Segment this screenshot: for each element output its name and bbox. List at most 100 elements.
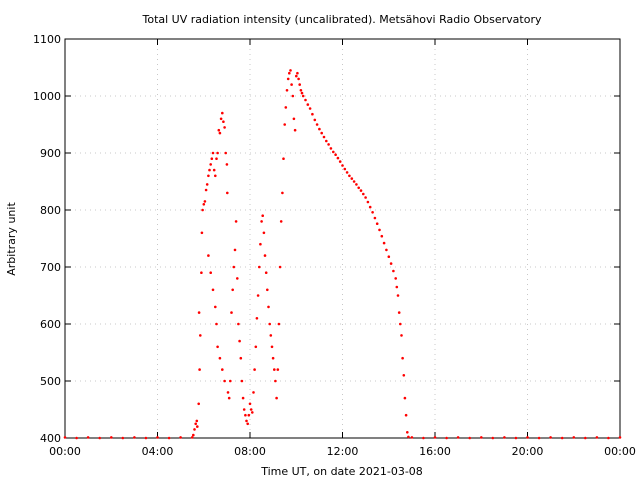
x-tick-label: 00:00 (49, 445, 81, 458)
data-point (266, 288, 269, 292)
data-point (378, 228, 381, 232)
data-point (549, 436, 552, 439)
data-point (468, 436, 472, 440)
data-point (193, 428, 196, 431)
data-point (387, 255, 391, 258)
data-point (480, 436, 483, 439)
data-point (304, 98, 307, 102)
y-tick-label: 1100 (33, 33, 61, 46)
y-tick-label: 800 (40, 204, 61, 217)
data-point (259, 242, 262, 246)
data-point (215, 322, 218, 326)
data-point (284, 106, 288, 109)
data-point (288, 71, 291, 75)
data-point (410, 436, 414, 439)
data-point (343, 167, 347, 171)
data-points (63, 69, 622, 440)
data-point (560, 436, 564, 440)
data-point (334, 153, 337, 156)
data-point (248, 402, 252, 406)
data-point (362, 192, 365, 196)
data-point (325, 139, 328, 143)
data-point (202, 203, 206, 206)
y-tick-label: 900 (40, 147, 61, 160)
data-point (406, 431, 409, 434)
data-point (618, 436, 622, 439)
data-point (205, 183, 209, 186)
data-point (278, 265, 282, 269)
data-point (75, 436, 78, 440)
data-point (226, 391, 230, 394)
data-point (572, 436, 576, 439)
data-point (396, 294, 400, 297)
data-point (322, 135, 326, 139)
data-point (195, 419, 199, 423)
plot-frame (64, 38, 621, 439)
data-point (219, 117, 223, 121)
data-point (352, 180, 356, 183)
data-point (226, 191, 229, 195)
data-point (207, 254, 210, 257)
data-point (296, 71, 299, 75)
chart-title: Total UV radiation intensity (uncalibrat… (142, 13, 542, 26)
data-point (110, 436, 113, 439)
data-point (584, 436, 587, 440)
data-point (364, 196, 367, 199)
data-point (209, 271, 212, 275)
y-axis: 400 500 600 700 800 900 1000 1100 (33, 33, 620, 445)
data-point (320, 131, 324, 135)
data-point (350, 177, 354, 180)
data-point (63, 436, 67, 439)
data-point (282, 157, 285, 160)
data-point (133, 436, 136, 439)
data-point (401, 356, 404, 360)
data-point (246, 422, 249, 426)
data-point (291, 94, 295, 98)
y-axis-label: Arbitrary unit (5, 202, 18, 276)
y-tick-label: 600 (40, 318, 61, 331)
data-point (271, 356, 275, 360)
data-point (392, 269, 395, 273)
data-point (253, 368, 256, 371)
data-point (242, 408, 246, 411)
data-point (397, 311, 401, 314)
y-tick-label: 400 (40, 432, 61, 445)
data-point (338, 160, 342, 163)
data-point (404, 413, 408, 417)
data-point (255, 317, 259, 320)
data-point (236, 277, 239, 280)
data-point (607, 436, 610, 440)
data-point (293, 128, 297, 132)
data-point (368, 205, 372, 209)
data-point (433, 436, 437, 439)
data-point (223, 126, 226, 129)
data-point (300, 91, 304, 95)
data-point (285, 89, 289, 92)
data-point (306, 103, 310, 106)
data-point (224, 151, 227, 155)
data-point (201, 208, 204, 212)
data-point (332, 150, 335, 154)
data-point (225, 163, 229, 166)
data-point (264, 271, 268, 275)
data-point (318, 127, 321, 131)
data-point (327, 143, 330, 146)
data-point (239, 356, 243, 360)
x-tick-label: 12:00 (327, 445, 359, 458)
data-point (359, 189, 363, 192)
data-point (244, 413, 247, 417)
data-point (491, 436, 495, 440)
data-point (269, 334, 273, 337)
data-point (301, 94, 305, 98)
data-point (385, 248, 388, 252)
data-point (263, 254, 267, 257)
data-point (295, 74, 298, 78)
x-axis: 00:00 04:00 08:00 12:00 16:00 20:00 00:00 (49, 39, 636, 458)
data-point (258, 265, 261, 269)
data-point (208, 168, 211, 172)
data-point (273, 368, 276, 371)
data-point (254, 345, 258, 349)
data-point (341, 164, 344, 167)
data-point (198, 368, 201, 371)
